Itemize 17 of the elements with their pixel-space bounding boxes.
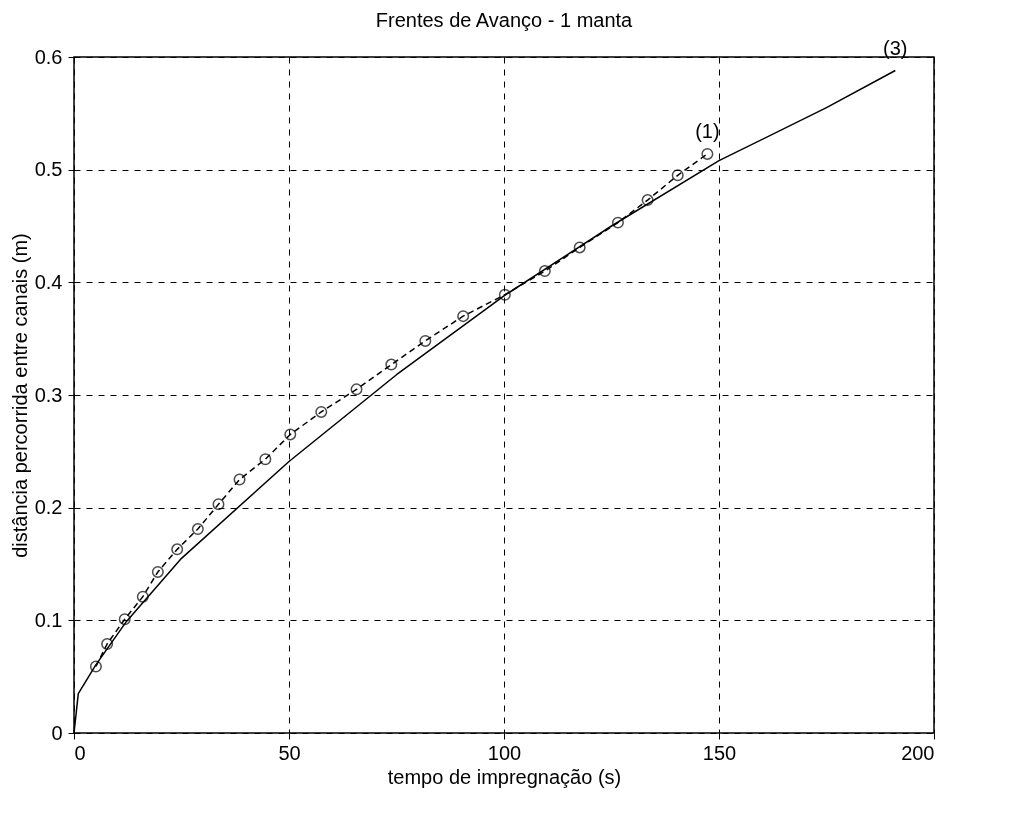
x-tick-label: 0 [74,741,86,764]
y-tick-label: 0 [51,721,63,744]
y-tick-label: 0.6 [34,45,63,68]
x-axis-title: tempo de impregnação (s) [387,765,622,788]
y-tick-label: 0.3 [34,383,63,406]
chart-title: Frentes de Avanço - 1 manta [375,8,634,31]
x-tick-label: 200 [901,741,935,764]
y-tick-label: 0.1 [34,608,63,631]
y-axis-title: distância percorrida entre canais (m) [8,233,31,558]
series-label: (1) [695,119,720,142]
y-tick-label: 0.2 [34,496,63,519]
x-tick-label: 150 [702,741,737,764]
x-tick-label: 50 [278,741,301,764]
series-label: (3) [883,36,908,59]
y-tick-label: 0.4 [34,270,63,293]
y-tick-label: 0.5 [34,158,63,181]
x-tick-label: 100 [487,741,522,764]
